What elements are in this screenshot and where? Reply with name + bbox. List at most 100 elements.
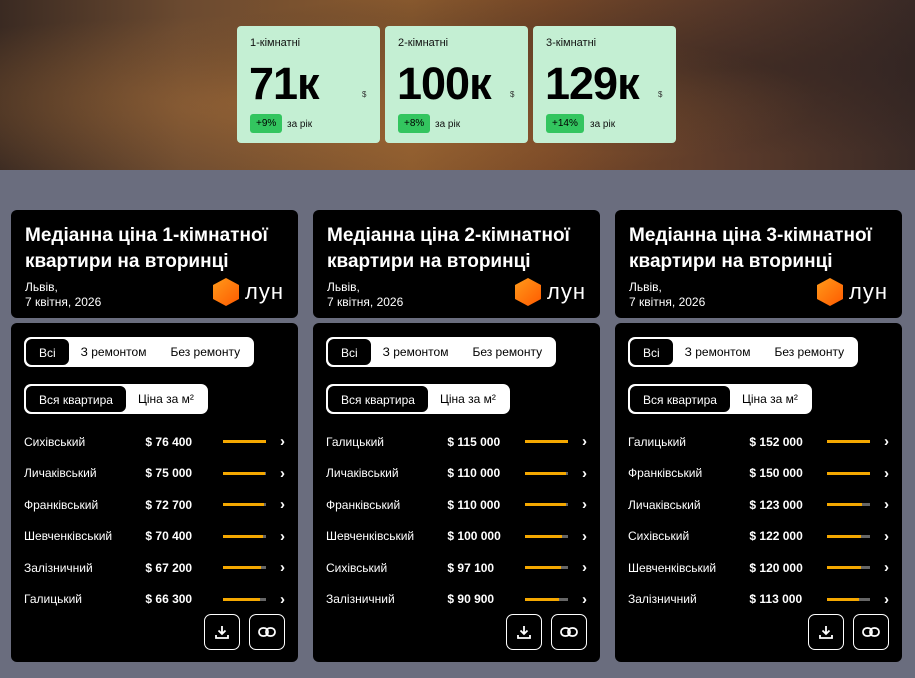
download-icon [819,626,833,639]
district-name: Галицький [326,434,384,449]
stat-value: 100к [397,58,492,109]
filter-per-sqm[interactable]: Ціна за м² [741,392,798,406]
district-name: Франківський [24,497,99,512]
price-bar [222,440,266,444]
price-bar [524,440,568,444]
price-bar [222,471,266,475]
copy-link-button[interactable] [249,614,285,650]
chevron-right-icon[interactable]: › [884,496,889,514]
logo-text: ЛУН [547,279,586,304]
district-row[interactable]: Сихівський $ 122 000 › [628,521,889,553]
card-body: Всі З ремонтом Без ремонту Вся квартира … [313,323,600,662]
price-bar-fill [826,566,861,570]
stat-card-1-room: 1-кімнатні 71к $ +9% за рік [237,26,380,143]
chevron-right-icon[interactable]: › [280,590,285,608]
district-row[interactable]: Залізничний $ 113 000 › [628,584,889,616]
city: Львів, [327,280,360,294]
chevron-right-icon[interactable]: › [884,433,889,451]
filter-renovated[interactable]: З ремонтом [80,345,147,359]
filter-not-renovated[interactable]: Без ремонту [472,345,543,359]
renovation-filter: Всі З ремонтом Без ремонту [24,337,255,367]
price-bar [524,597,568,601]
chevron-right-icon[interactable]: › [582,496,587,514]
chevron-right-icon[interactable]: › [582,559,587,577]
district-row[interactable]: Залізничний $ 67 200 › [24,552,285,584]
district-row[interactable]: Личаківський $ 123 000 › [628,489,889,521]
filter-not-renovated[interactable]: Без ремонту [170,345,241,359]
district-row[interactable]: Личаківський $ 110 000 › [326,458,587,490]
renovation-filter: Всі З ремонтом Без ремонту [326,337,557,367]
district-row[interactable]: Франківський $ 72 700 › [24,489,285,521]
district-name: Галицький [24,592,82,607]
filter-renovated[interactable]: З ремонтом [382,345,449,359]
date: 7 квітня, 2026 [629,295,706,309]
cube-icon [213,278,239,306]
district-name: Личаківський [628,497,701,512]
district-row[interactable]: Личаківський $ 75 000 › [24,458,285,490]
price-bar-fill [524,503,567,507]
stat-card-3-room: 3-кімнатні 129к $ +14% за рік [533,26,676,143]
price-bar-fill [222,440,266,444]
chevron-right-icon[interactable]: › [582,464,587,482]
filter-all[interactable]: Всі [630,339,673,365]
filter-whole-apartment[interactable]: Вся квартира [328,386,428,412]
district-row[interactable]: Шевченківський $ 70 400 › [24,521,285,553]
district-row[interactable]: Галицький $ 66 300 › [24,584,285,616]
download-button[interactable] [506,614,542,650]
filter-per-sqm[interactable]: Ціна за м² [439,392,496,406]
chevron-right-icon[interactable]: › [884,464,889,482]
copy-link-button[interactable] [551,614,587,650]
stat-card-2-room: 2-кімнатні 100к $ +8% за рік [385,26,528,143]
price-bar-fill [826,534,862,538]
filter-whole-apartment[interactable]: Вся квартира [630,386,730,412]
city: Львів, [629,280,662,294]
price-type-filter: Вся квартира Ціна за м² [24,384,208,414]
district-list: Галицький $ 152 000 › Франківський $ 150… [628,426,889,615]
district-row[interactable]: Франківський $ 150 000 › [628,458,889,490]
filter-all[interactable]: Всі [26,339,69,365]
lun-logo: ЛУН [213,278,284,306]
chevron-right-icon[interactable]: › [884,559,889,577]
district-row[interactable]: Франківський $ 110 000 › [326,489,587,521]
chevron-right-icon[interactable]: › [582,527,587,545]
chevron-right-icon[interactable]: › [280,464,285,482]
copy-link-button[interactable] [853,614,889,650]
date: 7 квітня, 2026 [25,295,102,309]
filter-whole-apartment[interactable]: Вся квартира [26,386,126,412]
filter-renovated[interactable]: З ремонтом [684,345,751,359]
district-price: $ 66 300 [145,592,193,607]
card-header: Медіанна ціна 3-кімнатної квартири на вт… [615,210,902,318]
chevron-right-icon[interactable]: › [582,590,587,608]
district-row[interactable]: Галицький $ 115 000 › [326,426,587,458]
district-price: $ 110 000 [447,466,501,481]
lun-logo: ЛУН [817,278,888,306]
chevron-right-icon[interactable]: › [884,590,889,608]
price-bar-fill [826,440,870,444]
district-price: $ 75 000 [145,466,193,481]
district-row[interactable]: Сихівський $ 97 100 › [326,552,587,584]
chevron-right-icon[interactable]: › [280,559,285,577]
district-price: $ 120 000 [749,560,803,575]
chevron-right-icon[interactable]: › [884,527,889,545]
district-row[interactable]: Залізничний $ 90 900 › [326,584,587,616]
filter-not-renovated[interactable]: Без ремонту [774,345,845,359]
download-button[interactable] [204,614,240,650]
chevron-right-icon[interactable]: › [280,496,285,514]
price-bar [222,597,266,601]
district-row[interactable]: Шевченківський $ 120 000 › [628,552,889,584]
chevron-right-icon[interactable]: › [280,527,285,545]
district-row[interactable]: Шевченківський $ 100 000 › [326,521,587,553]
price-bar [222,566,266,570]
chevron-right-icon[interactable]: › [582,433,587,451]
stat-currency: $ [658,90,663,99]
stat-label: 1-кімнатні [250,37,301,49]
stat-value: 129к [545,58,640,109]
filter-all[interactable]: Всі [328,339,371,365]
filter-per-sqm[interactable]: Ціна за м² [137,392,194,406]
district-row[interactable]: Сихівський $ 76 400 › [24,426,285,458]
download-button[interactable] [808,614,844,650]
link-icon [560,627,578,637]
district-row[interactable]: Галицький $ 152 000 › [628,426,889,458]
chevron-right-icon[interactable]: › [280,433,285,451]
price-bar [222,503,266,507]
